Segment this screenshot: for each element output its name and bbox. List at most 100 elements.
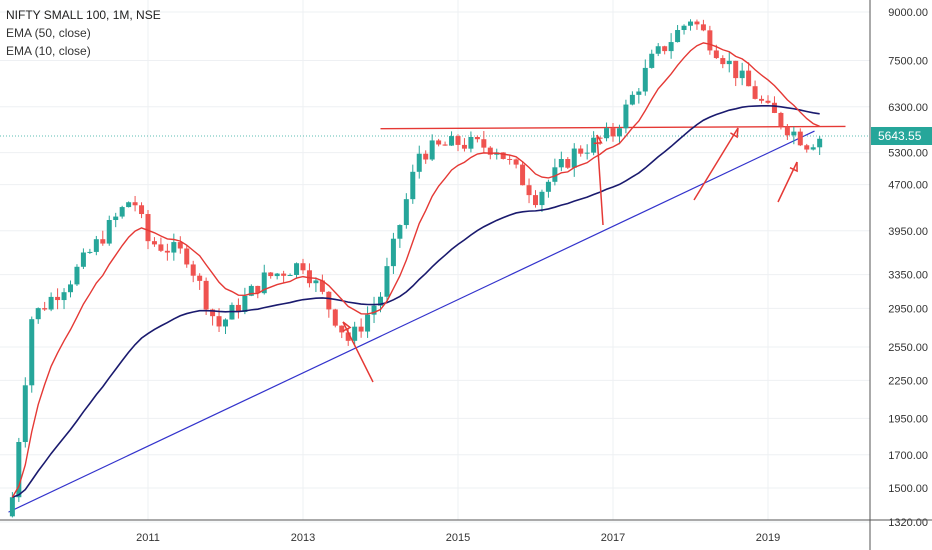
candle-body xyxy=(416,153,422,172)
candle-body xyxy=(642,67,648,92)
candle-body xyxy=(707,30,713,51)
y-tick-label: 3350.00 xyxy=(888,270,928,282)
candle-body xyxy=(87,251,93,253)
candle-body xyxy=(545,181,551,192)
candle-body xyxy=(242,295,248,312)
candles xyxy=(9,19,823,518)
candle-body xyxy=(629,94,635,105)
candle-body xyxy=(720,58,726,65)
candle-body xyxy=(623,104,629,129)
candle-body xyxy=(358,326,364,332)
candle-body xyxy=(558,159,564,168)
candle-body xyxy=(700,24,706,31)
candle-body xyxy=(319,280,325,292)
candle-body xyxy=(797,131,803,146)
candle-body xyxy=(455,136,461,145)
legend-title: NIFTY SMALL 100, 1M, NSE xyxy=(6,8,161,22)
x-tick-label: 2013 xyxy=(291,532,315,544)
candle-body xyxy=(16,442,22,498)
candle-body xyxy=(248,285,254,296)
arrow-annotation xyxy=(342,321,374,383)
candle-body xyxy=(164,250,170,253)
candle-body xyxy=(481,139,487,148)
candle-body xyxy=(365,314,371,332)
time-axis: 2011 2013 2015 2017 2019 xyxy=(0,519,932,544)
candle-body xyxy=(597,137,603,139)
arrow-head xyxy=(789,161,798,173)
arrow-annotation xyxy=(693,127,739,201)
candle-body xyxy=(733,60,739,79)
candle-body xyxy=(784,126,790,136)
candle-body xyxy=(578,148,584,154)
x-tick-label: 2015 xyxy=(446,532,470,544)
annotation-arrows xyxy=(342,127,798,383)
candle-body xyxy=(759,98,765,101)
candle-body xyxy=(93,239,99,252)
candle-body xyxy=(791,131,797,136)
candle-body xyxy=(22,385,28,443)
arrow-shaft xyxy=(693,127,739,201)
candle-body xyxy=(468,136,474,149)
candle-body xyxy=(139,205,145,215)
candle-body xyxy=(739,70,745,79)
candle-body xyxy=(255,285,261,294)
x-tick-label: 2011 xyxy=(136,532,160,544)
candle-body xyxy=(203,280,209,310)
candle-body xyxy=(449,136,455,146)
candle-body xyxy=(384,266,390,297)
y-tick-label: 1500.00 xyxy=(888,483,928,495)
candle-body xyxy=(80,252,86,267)
y-tick-label: 2550.00 xyxy=(888,342,928,354)
candle-body xyxy=(29,319,35,386)
candle-body xyxy=(397,225,403,239)
candle-body xyxy=(119,207,125,217)
x-tick-label: 2017 xyxy=(601,532,625,544)
candle-body xyxy=(668,42,674,52)
x-tick-label: 2019 xyxy=(756,532,780,544)
y-tick-label: 2950.00 xyxy=(888,303,928,315)
candle-body xyxy=(268,272,274,277)
y-tick-label: 4700.00 xyxy=(888,180,928,192)
candle-body xyxy=(345,332,351,341)
arrow-shaft xyxy=(342,321,374,383)
candle-body xyxy=(48,296,54,310)
candle-body xyxy=(688,21,693,26)
candle-body xyxy=(339,325,345,333)
candle-body xyxy=(371,305,377,315)
y-tick-label: 2250.00 xyxy=(888,375,928,387)
candle-body xyxy=(100,239,106,244)
candle-body xyxy=(68,284,73,293)
candle-body xyxy=(591,137,597,153)
candle-body xyxy=(675,30,681,43)
candle-body xyxy=(332,309,338,326)
candle-body xyxy=(42,308,48,310)
candle-body xyxy=(410,171,416,200)
y-tick-label: 5300.00 xyxy=(888,148,928,160)
candle-body xyxy=(649,53,655,68)
candle-body xyxy=(752,86,758,99)
candle-body xyxy=(61,292,67,301)
candle-body xyxy=(765,100,771,103)
y-tick-label: 6300.00 xyxy=(888,102,928,114)
candle-body xyxy=(352,326,358,341)
candle-body xyxy=(313,280,319,284)
candle-body xyxy=(442,144,448,146)
candle-body xyxy=(436,140,442,145)
candle-body xyxy=(771,102,777,113)
candle-body xyxy=(694,21,700,25)
candle-body xyxy=(526,185,532,196)
candle-body xyxy=(681,25,687,31)
candle-body xyxy=(539,191,545,206)
candle-body xyxy=(55,296,61,301)
candle-body xyxy=(306,270,312,284)
candle-body xyxy=(500,152,506,159)
arrow-shaft xyxy=(777,161,798,203)
candle-body xyxy=(616,128,622,137)
arrow-head xyxy=(593,134,603,145)
candle-body xyxy=(487,147,493,155)
candle-body xyxy=(571,148,577,168)
arrow-head xyxy=(730,127,739,139)
candle-body xyxy=(171,242,177,253)
candle-body xyxy=(287,274,293,276)
